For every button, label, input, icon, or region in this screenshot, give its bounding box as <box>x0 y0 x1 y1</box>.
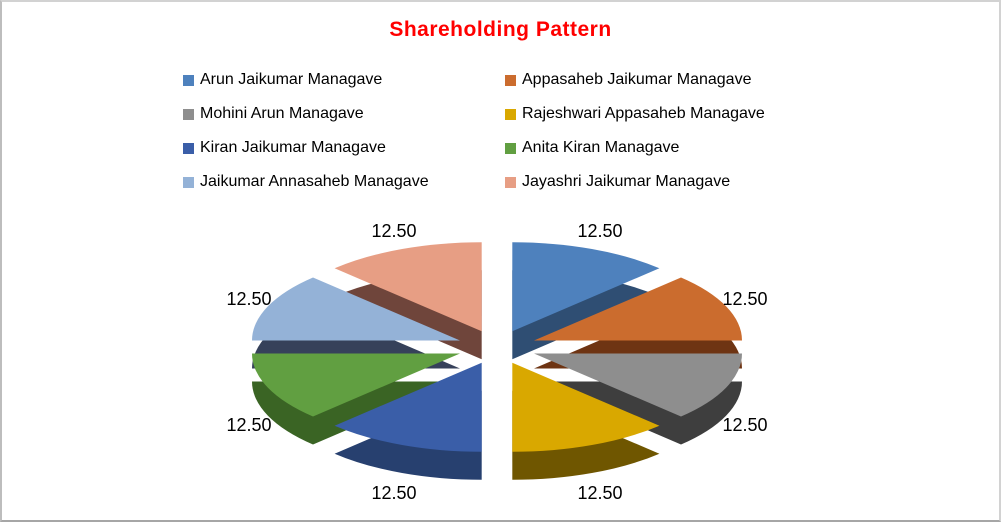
pie-slice[interactable] <box>534 353 743 417</box>
data-label: 12.50 <box>371 483 416 503</box>
legend-swatch-icon <box>505 176 516 188</box>
legend-item[interactable]: Appasaheb Jaikumar Managave <box>505 70 751 90</box>
legend-item[interactable]: Jayashri Jaikumar Managave <box>505 172 730 192</box>
legend-label: Kiran Jaikumar Managave <box>200 139 386 156</box>
data-label: 12.50 <box>371 221 416 241</box>
legend-swatch-icon <box>505 142 516 154</box>
data-label: 12.50 <box>577 221 622 241</box>
legend-item[interactable]: Mohini Arun Managave <box>183 104 364 124</box>
legend-label: Arun Jaikumar Managave <box>200 71 383 88</box>
legend-label: Anita Kiran Managave <box>522 139 680 156</box>
data-label: 12.50 <box>226 289 271 309</box>
data-label: 12.50 <box>577 483 622 503</box>
data-label: 12.50 <box>722 289 767 309</box>
legend-swatch-icon <box>183 108 194 120</box>
pie-slice[interactable] <box>512 242 660 332</box>
legend-swatch-icon <box>505 108 516 120</box>
legend-item[interactable]: Jaikumar Annasaheb Managave <box>183 172 429 192</box>
legend-item[interactable]: Arun Jaikumar Managave <box>183 70 382 90</box>
legend-item[interactable]: Rajeshwari Appasaheb Managave <box>505 104 765 124</box>
pie-slice[interactable] <box>534 277 743 341</box>
legend-label: Appasaheb Jaikumar Managave <box>522 71 752 88</box>
data-label: 12.50 <box>226 415 271 435</box>
data-label: 12.50 <box>722 415 767 435</box>
legend-swatch-icon <box>505 74 516 86</box>
legend-item[interactable]: Kiran Jaikumar Managave <box>183 138 386 158</box>
legend-swatch-icon <box>183 142 194 154</box>
legend-swatch-icon <box>183 74 194 86</box>
legend-label: Rajeshwari Appasaheb Managave <box>522 105 765 122</box>
pie-slice[interactable] <box>251 277 460 341</box>
legend-label: Mohini Arun Managave <box>200 105 364 122</box>
pie-slice[interactable] <box>334 242 482 332</box>
legend-swatch-icon <box>183 176 194 188</box>
pie-slice[interactable] <box>334 362 482 452</box>
legend-item[interactable]: Anita Kiran Managave <box>505 138 679 158</box>
legend-label: Jaikumar Annasaheb Managave <box>200 173 429 190</box>
pie-slice[interactable] <box>512 362 660 452</box>
legend-label: Jayashri Jaikumar Managave <box>522 173 731 190</box>
chart-title: Shareholding Pattern <box>389 18 612 41</box>
pie-slice[interactable] <box>251 353 460 417</box>
